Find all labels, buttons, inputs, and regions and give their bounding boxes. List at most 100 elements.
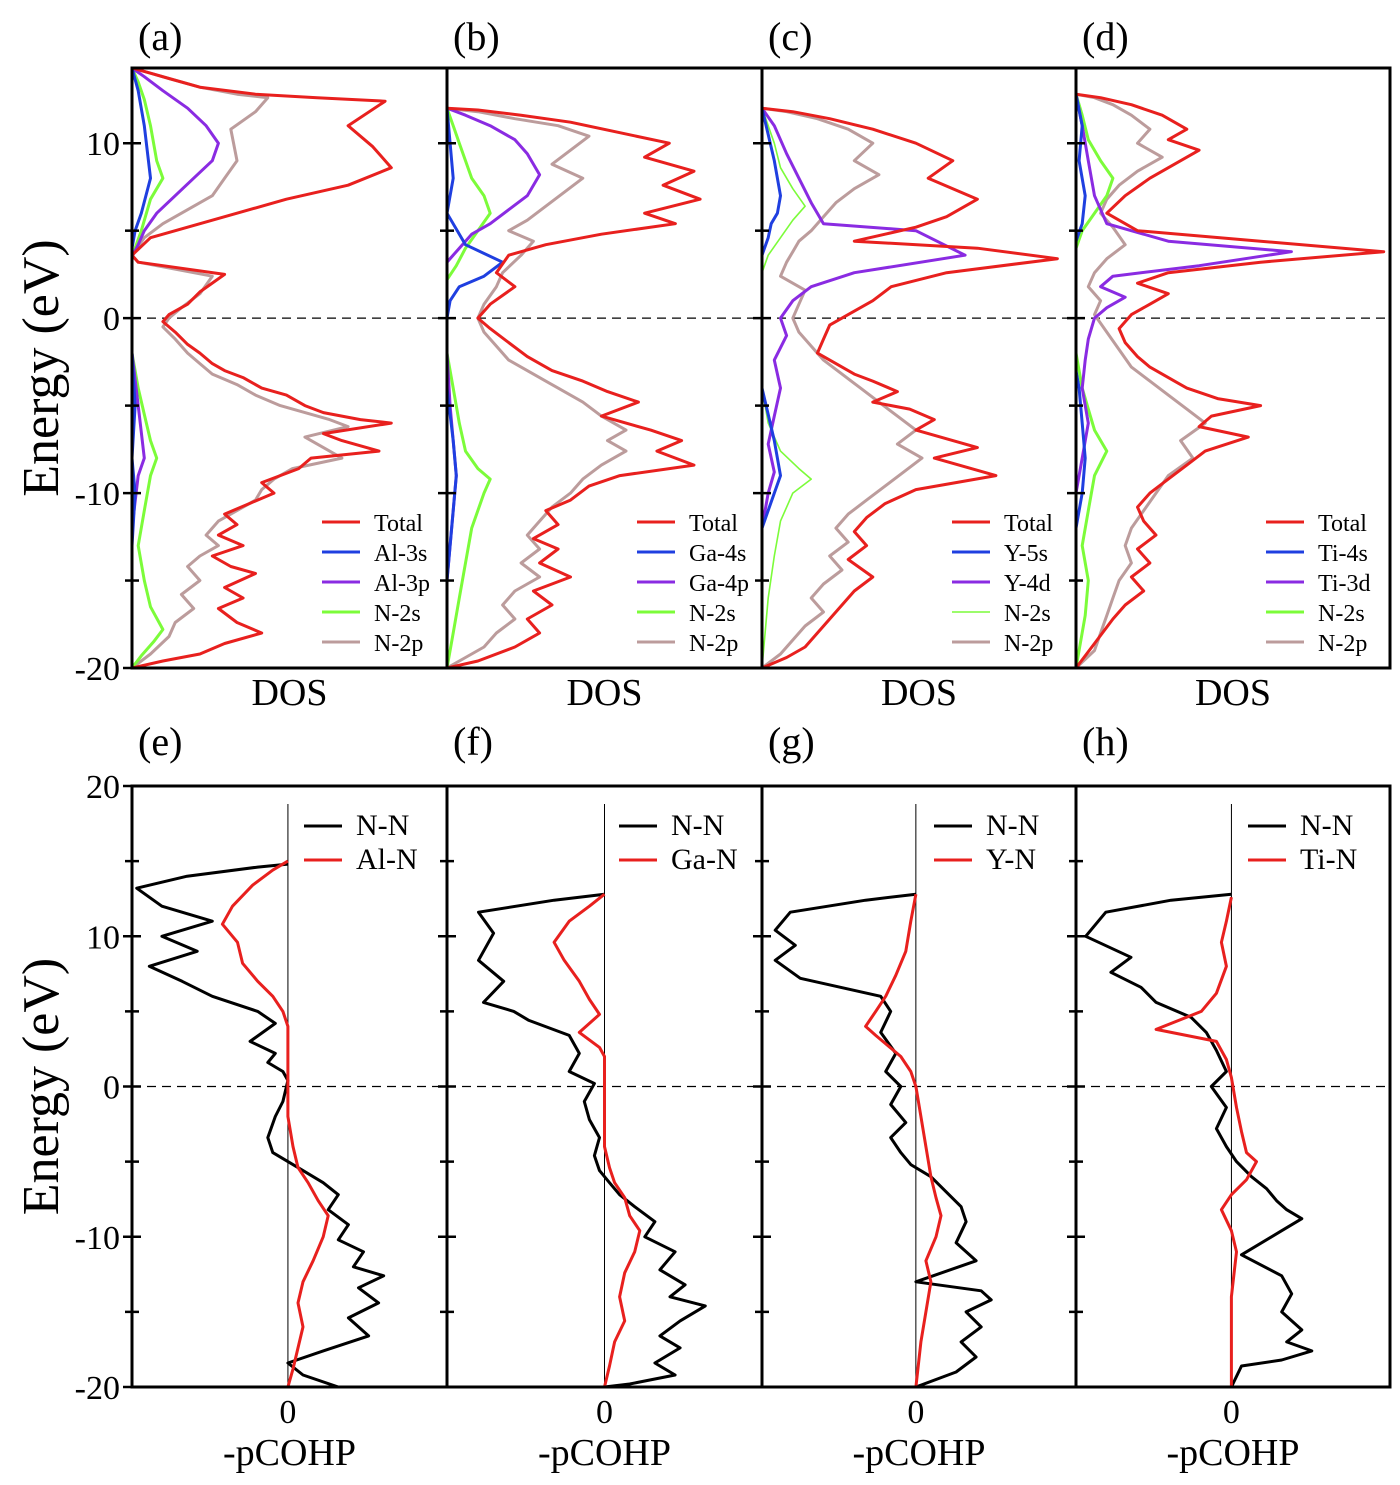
- legend-label: N-2s: [1004, 601, 1051, 627]
- x-tick-label: 0: [907, 1394, 924, 1431]
- legend-label: Total: [374, 511, 423, 537]
- series-line-n-2p: [762, 106, 924, 668]
- legend-label: N-2s: [689, 601, 736, 627]
- y-tick-label: -10: [75, 476, 120, 513]
- panel-label: (e): [138, 719, 182, 764]
- legend-label: N-2s: [1318, 601, 1365, 627]
- series-line-n-2s: [132, 68, 165, 668]
- series-line-n-n: [477, 892, 707, 1387]
- legend-label: Y-4d: [1004, 571, 1051, 597]
- panel-label: (d): [1082, 14, 1129, 59]
- y-tick-label: 0: [103, 301, 120, 338]
- x-tick-label: 0: [596, 1394, 613, 1431]
- series-line-n-2p: [132, 68, 350, 668]
- legend-label: N-2p: [1318, 631, 1367, 657]
- series-line-al-3s: [132, 68, 152, 668]
- x-tick-label: 0: [279, 1394, 296, 1431]
- series-line-ga-n: [552, 893, 642, 1387]
- series-line-ti-3d: [1076, 93, 1293, 668]
- panel-h: 0 (h) -pCOHP N-NTi-N: [1067, 719, 1392, 1474]
- x-axis-label: DOS: [251, 672, 327, 714]
- x-axis-label: DOS: [1195, 672, 1271, 714]
- panel-c: (c) DOS Total Y-5s Y-4d N-2s N-2p: [753, 14, 1078, 714]
- x-axis-label: DOS: [881, 672, 957, 714]
- series-line-n-n: [773, 892, 993, 1387]
- legend: N-NTi-N: [1248, 809, 1357, 876]
- legend-label: Ga-N: [671, 843, 738, 876]
- legend-label: Al-3p: [374, 571, 430, 597]
- y-tick-label: -20: [75, 651, 120, 688]
- x-tick-label: 0: [1223, 1394, 1240, 1431]
- y-axis-label: Energy (eV): [13, 239, 70, 497]
- series-line-y-4d: [762, 107, 967, 668]
- legend-label: N-2p: [689, 631, 738, 657]
- legend-label: Ti-4s: [1318, 541, 1368, 567]
- series-line-ti-n: [1154, 896, 1258, 1387]
- legend: N-NY-N: [934, 809, 1039, 876]
- series-line-n-2s: [762, 107, 812, 668]
- x-axis-label: -pCOHP: [223, 1432, 356, 1474]
- legend-label: N-2p: [374, 631, 423, 657]
- legend: N-NGa-N: [619, 809, 738, 876]
- panel-d: (d) DOS Total Ti-4s Ti-3d N-2s N-2p: [1067, 14, 1392, 714]
- y-tick-label: 10: [86, 126, 120, 163]
- series-line-n-2p: [1076, 92, 1207, 668]
- panel-b: (b) DOS Total Ga-4s Ga-4p N-2s N-2p: [438, 14, 764, 714]
- series-line-n-2s: [447, 107, 492, 668]
- panel-e: 20 10 0 -10 -20 0 (e) -pCOHP N-NAl-N Energy (eV): [13, 719, 449, 1474]
- legend-label: Ti-N: [1300, 843, 1357, 876]
- legend: Total Y-5s Y-4d N-2s N-2p: [952, 511, 1053, 657]
- panel-label: (b): [453, 14, 500, 59]
- legend-label: N-N: [671, 809, 724, 842]
- legend-label: Al-N: [356, 843, 418, 876]
- series-line-n-2s: [1076, 93, 1115, 668]
- x-axis-label: -pCOHP: [538, 1432, 671, 1474]
- legend-label: Y-N: [986, 843, 1036, 876]
- y-axis-label: Energy (eV): [13, 958, 70, 1216]
- series-line-al-n: [220, 859, 330, 1387]
- panel-label: (a): [138, 14, 182, 59]
- panel-f: 0 (f) -pCOHP N-NGa-N: [438, 719, 764, 1474]
- legend-label: Ga-4p: [689, 571, 749, 597]
- plot-frame: [1074, 66, 1392, 670]
- y-tick-label: 10: [86, 919, 120, 956]
- y-tick-label: -20: [75, 1370, 120, 1407]
- y-tick-label: 0: [103, 1070, 120, 1107]
- legend-label: N-2p: [1004, 631, 1053, 657]
- legend: Total Ti-4s Ti-3d N-2s N-2p: [1266, 511, 1370, 657]
- legend: Total Al-3s Al-3p N-2s N-2p: [322, 511, 430, 657]
- panel-label: (f): [453, 719, 493, 764]
- series-line-n-n: [1084, 892, 1314, 1387]
- series-line-total: [1076, 92, 1386, 668]
- series-line-n-2p: [447, 106, 628, 668]
- legend-label: Ti-3d: [1318, 571, 1370, 597]
- panel-label: (c): [768, 14, 812, 59]
- panel-label: (g): [768, 719, 815, 764]
- series-line-ga-4s: [447, 108, 505, 668]
- legend-label: Al-3s: [374, 541, 427, 567]
- series-line-al-3p: [132, 68, 220, 668]
- panel-label: (h): [1082, 719, 1129, 764]
- series-line-total: [132, 68, 393, 668]
- y-tick-label: -10: [75, 1220, 120, 1257]
- series-line-y-5s: [762, 107, 782, 668]
- legend-label: N-N: [1300, 809, 1353, 842]
- legend-label: Total: [689, 511, 738, 537]
- legend-label: Total: [1318, 511, 1367, 537]
- x-axis-label: -pCOHP: [1166, 1432, 1299, 1474]
- series-line-total: [762, 106, 1059, 668]
- legend-label: Total: [1004, 511, 1053, 537]
- panel-g: 0 (g) -pCOHP N-NY-N: [753, 719, 1078, 1474]
- series-line-y-n: [864, 893, 943, 1387]
- legend: N-NAl-N: [304, 809, 418, 876]
- legend-label: Y-5s: [1004, 541, 1048, 567]
- legend-label: Ga-4s: [689, 541, 746, 567]
- legend-label: N-N: [986, 809, 1039, 842]
- y-tick-label: 20: [86, 769, 120, 806]
- x-axis-label: DOS: [566, 672, 642, 714]
- legend-label: N-N: [356, 809, 409, 842]
- panel-a: 10 0 -10 -20 (a) DOS Total Al-3s Al-3p N-2s N-2p En…: [13, 14, 449, 714]
- series-line-total: [447, 106, 702, 668]
- x-axis-label: -pCOHP: [852, 1432, 985, 1474]
